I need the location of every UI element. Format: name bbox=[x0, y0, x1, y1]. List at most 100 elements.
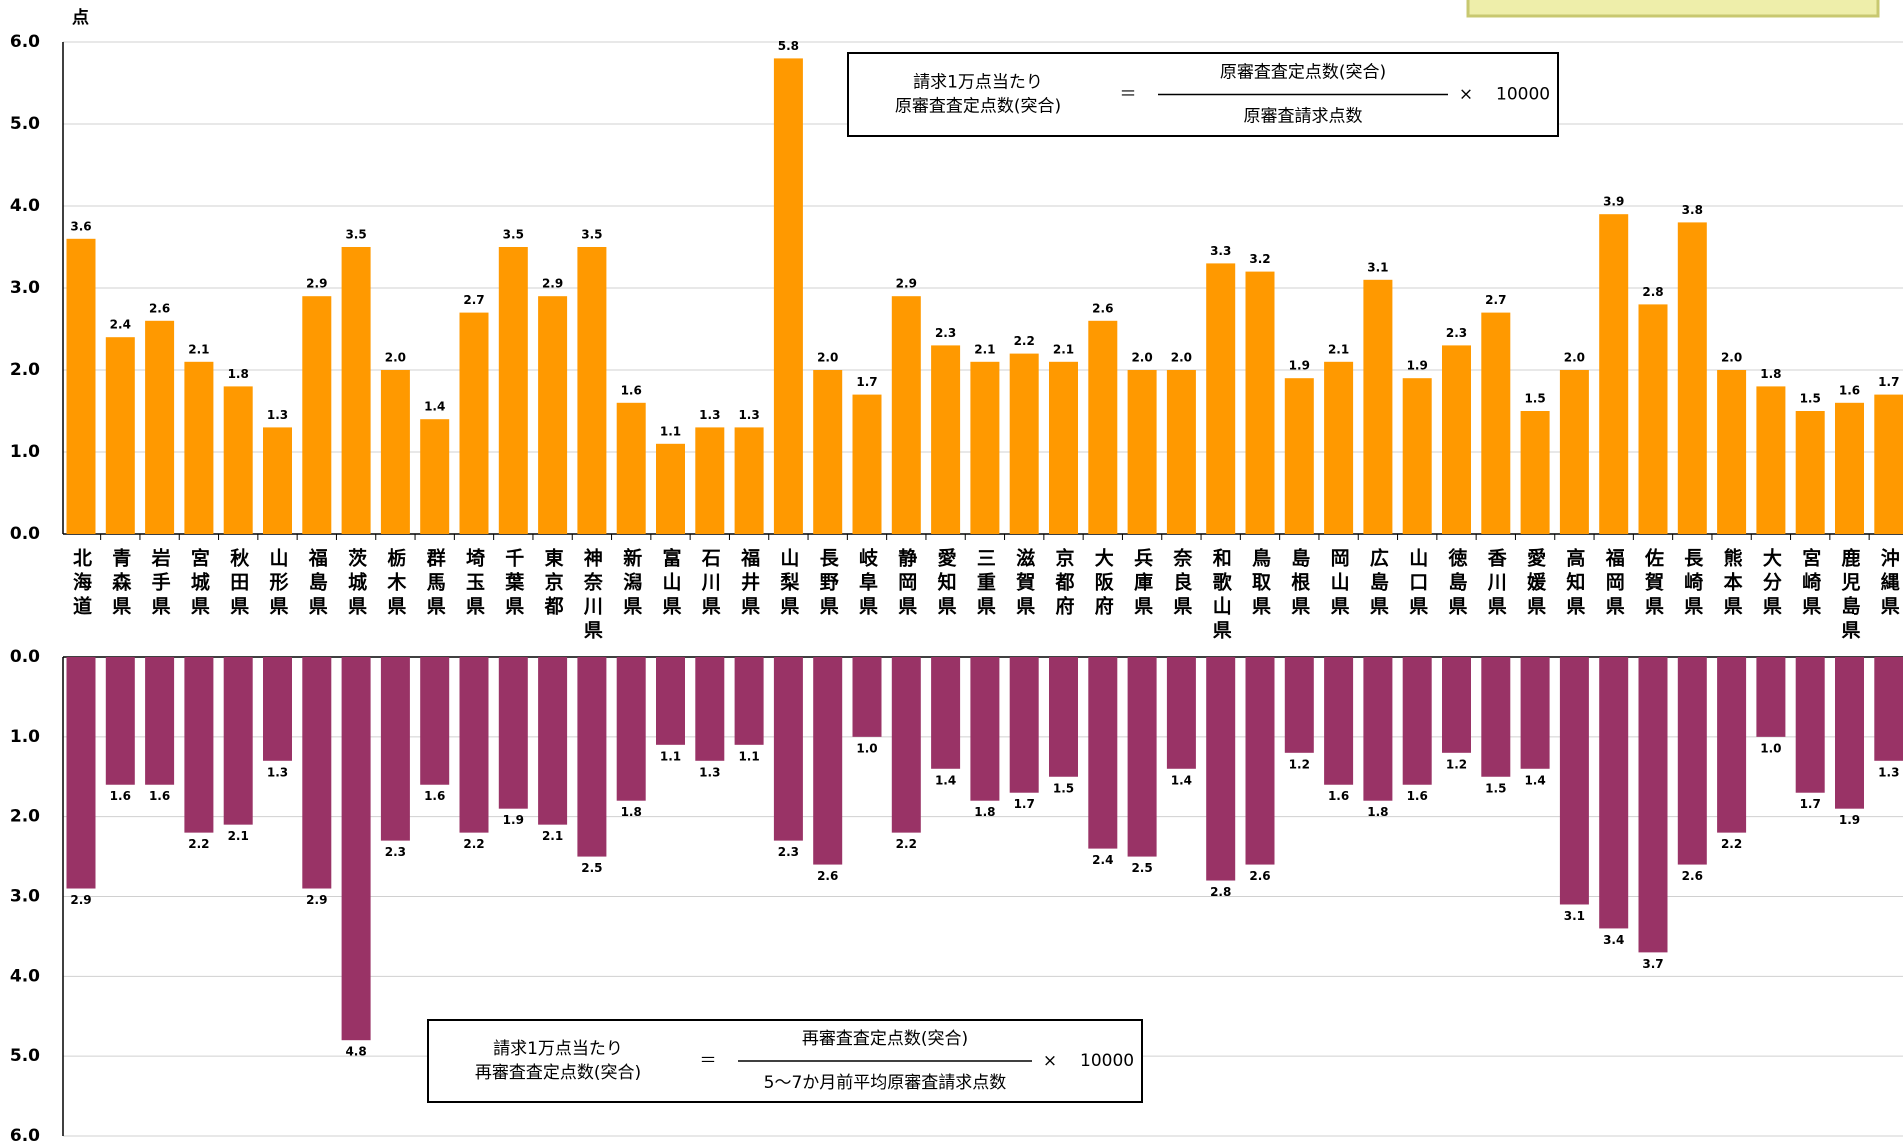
value-label: 2.9 bbox=[70, 893, 91, 907]
x-tick-label: 愛知県 bbox=[935, 548, 957, 620]
bar bbox=[302, 296, 332, 534]
x-tick-label: 香川県 bbox=[1485, 548, 1508, 620]
value-label: 1.5 bbox=[1524, 392, 1545, 406]
bar bbox=[1049, 657, 1078, 777]
value-label: 1.6 bbox=[1328, 789, 1349, 803]
value-label: 2.8 bbox=[1210, 885, 1231, 899]
formula-factor: 10000 bbox=[1496, 85, 1550, 105]
value-label: 1.9 bbox=[1289, 359, 1310, 373]
value-label: 1.9 bbox=[503, 813, 524, 827]
bar bbox=[1402, 657, 1432, 785]
bar bbox=[263, 657, 292, 761]
bar bbox=[773, 58, 803, 535]
x-tick-label: 福岡県 bbox=[1603, 547, 1626, 620]
value-label: 2.6 bbox=[817, 869, 838, 883]
value-label: 1.5 bbox=[1485, 781, 1506, 795]
bar bbox=[616, 657, 646, 801]
x-tick-label: 高知県 bbox=[1563, 547, 1585, 620]
value-label: 1.6 bbox=[149, 789, 170, 803]
bar bbox=[1638, 304, 1668, 534]
x-tick-label: 青森県 bbox=[109, 548, 131, 620]
value-label: 2.9 bbox=[306, 277, 327, 291]
bar bbox=[302, 657, 332, 889]
bar bbox=[420, 657, 450, 785]
x-tick-label: 山口県 bbox=[1406, 548, 1428, 620]
value-label: 2.7 bbox=[463, 293, 484, 307]
x-tick-label: 奈良県 bbox=[1170, 547, 1193, 620]
value-label: 2.0 bbox=[817, 351, 838, 365]
bar bbox=[1520, 657, 1550, 769]
x-tick-label: 鳥取県 bbox=[1249, 547, 1271, 620]
x-tick-label: 千葉県 bbox=[502, 548, 525, 620]
formula-eq: ＝ bbox=[1120, 85, 1137, 105]
x-tick-label: 秋田県 bbox=[227, 547, 249, 620]
formula-lhs: 原審査査定点数(突合) bbox=[895, 97, 1061, 117]
bar bbox=[734, 427, 764, 534]
y-tick-label: 3.0 bbox=[10, 278, 40, 298]
bar bbox=[1127, 657, 1157, 857]
x-tick-label: 長野県 bbox=[817, 548, 839, 620]
value-label: 1.9 bbox=[1839, 813, 1860, 827]
x-tick-label: 京都府 bbox=[1053, 547, 1076, 620]
value-label: 1.1 bbox=[660, 424, 681, 438]
bar bbox=[1166, 657, 1196, 769]
x-tick-label: 島根県 bbox=[1288, 547, 1310, 620]
value-label: 2.3 bbox=[1446, 326, 1467, 340]
value-label: 4.8 bbox=[345, 1045, 366, 1059]
bar bbox=[813, 370, 843, 534]
bar bbox=[656, 657, 685, 745]
value-label: 2.5 bbox=[581, 861, 602, 875]
x-tick-label: 兵庫県 bbox=[1131, 548, 1153, 620]
bar bbox=[1599, 214, 1629, 534]
y-tick-label: 5.0 bbox=[10, 114, 40, 134]
value-label: 1.5 bbox=[1800, 392, 1821, 406]
x-tick-label: 東京都 bbox=[542, 547, 565, 620]
bar bbox=[1245, 657, 1275, 865]
value-label: 3.5 bbox=[503, 228, 524, 242]
value-label: 2.1 bbox=[188, 342, 209, 356]
value-label: 2.5 bbox=[1131, 861, 1152, 875]
value-label: 2.2 bbox=[896, 837, 917, 851]
y-tick-label: 1.0 bbox=[10, 442, 40, 462]
value-label: 2.1 bbox=[1053, 342, 1074, 356]
value-label: 2.1 bbox=[1328, 342, 1349, 356]
value-label: 1.6 bbox=[110, 789, 131, 803]
value-label: 1.0 bbox=[856, 741, 877, 755]
bar bbox=[420, 419, 450, 534]
bar bbox=[970, 657, 1000, 801]
value-label: 1.7 bbox=[856, 375, 877, 389]
bar bbox=[1520, 411, 1550, 534]
formula-numerator: 再審査査定点数(突合) bbox=[802, 1029, 968, 1049]
bar bbox=[773, 657, 803, 841]
x-tick-label: 山形県 bbox=[267, 548, 289, 620]
value-label: 2.2 bbox=[1014, 334, 1035, 348]
x-tick-label: 新潟県 bbox=[620, 547, 642, 620]
value-label: 1.2 bbox=[1446, 757, 1467, 771]
value-label: 2.3 bbox=[935, 326, 956, 340]
value-label: 1.8 bbox=[1760, 367, 1781, 381]
bar bbox=[1442, 345, 1471, 534]
bar bbox=[970, 361, 1000, 534]
bar bbox=[577, 657, 607, 857]
bar bbox=[145, 320, 175, 534]
bar bbox=[66, 238, 96, 535]
value-label: 2.9 bbox=[542, 277, 563, 291]
value-label: 3.1 bbox=[1564, 909, 1585, 923]
x-tick-label: 徳島県 bbox=[1446, 547, 1469, 620]
x-tick-label: 熊本県 bbox=[1721, 547, 1743, 620]
y-tick-label: 6.0 bbox=[10, 1126, 40, 1141]
y-tick-label: 1.0 bbox=[10, 727, 40, 747]
value-label: 1.6 bbox=[1407, 789, 1428, 803]
value-label: 2.4 bbox=[1092, 853, 1113, 867]
value-label: 2.3 bbox=[778, 845, 799, 859]
bar bbox=[813, 657, 843, 865]
bar bbox=[1284, 378, 1314, 534]
y-axis-label: 点 bbox=[72, 7, 89, 28]
bar bbox=[380, 370, 410, 534]
bar bbox=[1245, 271, 1275, 534]
formula-times: × bbox=[1459, 85, 1473, 105]
value-label: 3.6 bbox=[70, 219, 91, 233]
value-label: 3.8 bbox=[1682, 203, 1703, 217]
value-label: 1.4 bbox=[1171, 773, 1192, 787]
